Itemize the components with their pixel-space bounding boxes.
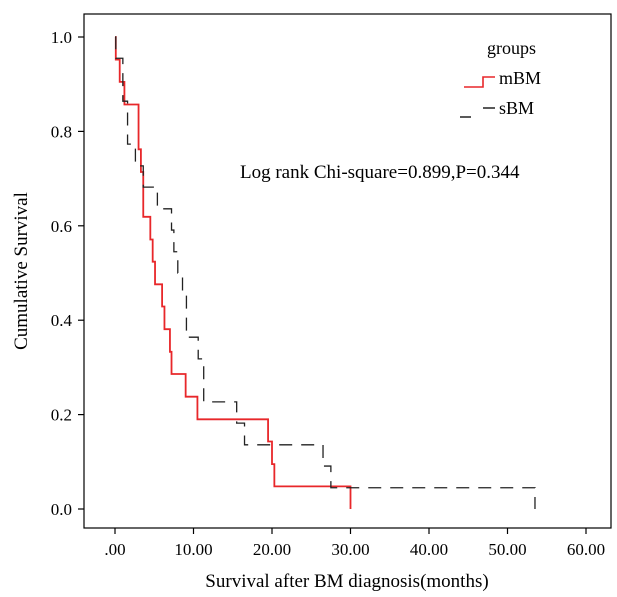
series-line-sbm bbox=[115, 36, 536, 509]
series-layer bbox=[114, 36, 536, 509]
x-tick-label: 30.00 bbox=[331, 540, 369, 559]
x-axis-title: Survival after BM diagnosis(months) bbox=[205, 571, 488, 592]
x-tick-label: 20.00 bbox=[253, 540, 291, 559]
series-line-mbm bbox=[114, 36, 352, 509]
y-tick-label: 0.4 bbox=[51, 311, 73, 330]
legend-title: groups bbox=[487, 38, 536, 58]
x-tick-label: 50.00 bbox=[488, 540, 526, 559]
y-axis-title: Cumulative Survival bbox=[11, 192, 32, 350]
x-axis: .00 10.00 20.00 30.00 40.00 50.00 60.00 bbox=[104, 528, 605, 559]
x-tick-label: .00 bbox=[104, 540, 125, 559]
legend-item-sbm: sBM bbox=[460, 98, 534, 118]
legend: groups mBM sBM bbox=[460, 38, 541, 118]
y-axis: 0.0 0.2 0.4 0.6 0.8 1.0 bbox=[51, 28, 84, 519]
y-tick-label: 0.6 bbox=[51, 217, 72, 236]
y-tick-label: 0.0 bbox=[51, 500, 72, 519]
x-tick-label: 60.00 bbox=[567, 540, 605, 559]
log-rank-annotation: Log rank Chi-square=0.899,P=0.344 bbox=[240, 162, 520, 183]
y-tick-label: 0.8 bbox=[51, 122, 72, 141]
legend-label-mbm: mBM bbox=[499, 68, 541, 88]
y-tick-label: 0.2 bbox=[51, 406, 72, 425]
legend-swatch-sbm bbox=[460, 107, 495, 118]
plot-frame bbox=[83, 13, 612, 529]
legend-label-sbm: sBM bbox=[499, 98, 534, 118]
x-tick-label: 10.00 bbox=[174, 540, 212, 559]
legend-swatch-mbm bbox=[464, 76, 495, 88]
legend-item-mbm: mBM bbox=[464, 68, 541, 88]
y-tick-label: 1.0 bbox=[51, 28, 72, 47]
x-tick-label: 40.00 bbox=[410, 540, 448, 559]
